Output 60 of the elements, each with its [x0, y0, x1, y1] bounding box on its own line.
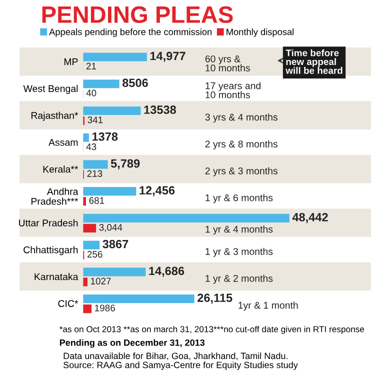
legend-label: Monthly disposal — [226, 28, 294, 37]
legend-label: Appeals pending before the commission — [49, 28, 212, 37]
annotation: 1 yr & 4 months — [206, 226, 273, 235]
data-label: 1027 — [90, 278, 111, 284]
data-label: 26,115 — [198, 294, 232, 304]
text: Pending as on December 31, 2013 — [60, 339, 205, 348]
text: *as on Oct 2013 **as on march 31, 2013***no cut-off date given in RTI response — [60, 326, 364, 334]
data-label: 21 — [86, 62, 96, 70]
data-label: 3,044 — [99, 224, 122, 232]
annotation: 1yr & 1 month — [238, 302, 298, 311]
y-tick-label: CIC* — [58, 300, 78, 308]
data-label: 8506 — [122, 78, 148, 88]
annotation: 3 yrs & 4 months — [205, 113, 278, 123]
y-tick-label: MP — [64, 58, 78, 66]
annotation: 1 yr & 3 months — [206, 248, 273, 257]
bar — [83, 187, 136, 196]
data-label: 256 — [87, 250, 102, 258]
text: Data unavailable for Bihar, Goa, Jharkhand, Tamil Nadu. Source: RAAG and Samya-Centre for Equity Studies study — [63, 352, 298, 370]
bar — [83, 304, 92, 314]
bar — [83, 240, 100, 250]
y-tick-label: Uttar Pradesh — [19, 219, 78, 226]
chart-title: PENDING PLEAS — [42, 6, 233, 24]
bar — [83, 224, 96, 232]
bar — [83, 268, 146, 276]
y-tick-label: Andhra Pradesh*** — [31, 188, 78, 205]
data-label: 1378 — [92, 132, 118, 141]
annotation: Time before new appeal will be heard — [286, 49, 342, 74]
bar — [83, 214, 290, 223]
y-tick-label: West Bengal — [23, 84, 78, 94]
bar — [83, 80, 120, 88]
data-label: 48,442 — [292, 213, 328, 224]
data-label: 14,977 — [150, 52, 186, 62]
y-tick-label: Assam — [48, 139, 78, 146]
annotation: 60 yrs & 10 months — [205, 55, 250, 72]
y-tick-label: Rajasthan* — [31, 112, 78, 121]
bar — [83, 52, 147, 62]
y-tick-label: Kerala** — [43, 166, 78, 173]
annotation: 1 yr & 2 months — [206, 274, 273, 284]
y-tick-label: Karnataka — [34, 273, 78, 280]
data-label: 1986 — [95, 304, 115, 312]
y-tick-label: Chhattisgarh — [24, 246, 78, 256]
annotation: 2 yrs & 8 months — [205, 140, 278, 150]
data-label: 681 — [89, 197, 104, 204]
bar — [83, 278, 88, 286]
annotation: 1 yr & 6 months — [206, 194, 273, 204]
data-label: 13538 — [144, 106, 176, 114]
annotation: 17 years and 10 months — [206, 82, 260, 98]
bar — [83, 106, 141, 116]
annotation: 2 yrs & 3 months — [205, 167, 278, 176]
data-label: 14,686 — [149, 266, 184, 277]
data-label: 40 — [86, 90, 96, 96]
bar — [83, 160, 108, 169]
data-label: 43 — [86, 143, 96, 150]
bar — [83, 133, 89, 142]
data-label: 213 — [87, 170, 102, 177]
data-label: 3867 — [102, 240, 128, 248]
data-label: 5,789 — [110, 159, 140, 170]
bar — [83, 294, 194, 304]
data-label: 341 — [88, 116, 103, 124]
data-label: 12,456 — [140, 186, 175, 196]
